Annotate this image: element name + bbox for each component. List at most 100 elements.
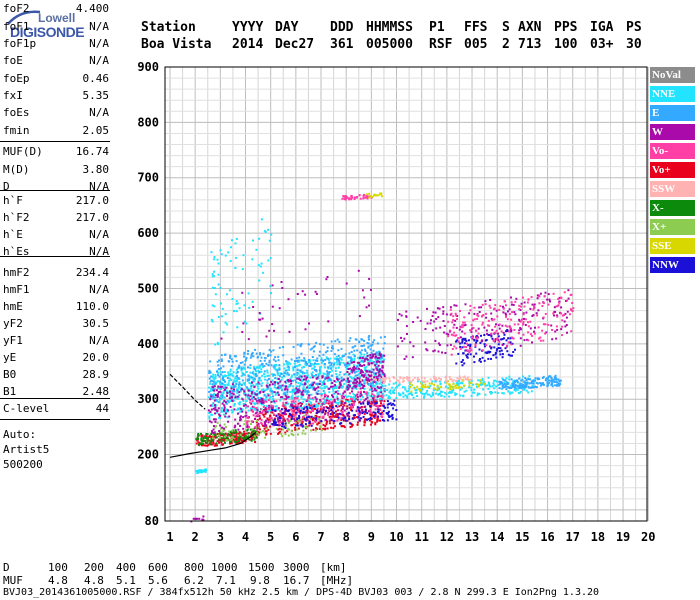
echo-point	[381, 195, 383, 198]
param-row-hmf1: hmF1 N/A	[3, 283, 109, 297]
echo-point	[335, 355, 338, 358]
echo-point	[363, 364, 366, 367]
echo-point	[284, 387, 287, 390]
echo-point	[340, 379, 343, 382]
echo-point	[358, 340, 361, 343]
echo-point	[209, 371, 212, 374]
echo-point	[313, 387, 316, 390]
echo-point	[484, 384, 487, 387]
echo-point	[463, 332, 466, 335]
echo-point	[424, 383, 427, 386]
echo-point	[222, 401, 225, 404]
echo-point	[294, 416, 297, 419]
echo-point	[383, 375, 386, 378]
echo-point	[315, 377, 318, 380]
echo-point	[199, 469, 202, 472]
echo-point	[386, 413, 389, 415]
echo-point	[334, 369, 337, 372]
echo-point	[470, 349, 473, 352]
echo-point	[399, 393, 402, 396]
echo-point	[216, 258, 219, 261]
echo-point	[452, 379, 455, 382]
echo-point	[345, 282, 348, 285]
echo-point	[269, 387, 272, 390]
echo-point	[233, 386, 235, 388]
echo-point	[258, 428, 261, 431]
echo-point	[285, 379, 288, 382]
echo-point	[454, 319, 457, 322]
echo-point	[302, 408, 305, 411]
echo-point	[311, 419, 314, 422]
echo-point	[324, 419, 327, 421]
echo-point	[349, 337, 352, 340]
echo-point	[486, 352, 489, 354]
echo-point	[239, 388, 242, 391]
echo-point	[327, 375, 330, 378]
echo-point	[356, 367, 359, 370]
echo-point	[366, 401, 369, 404]
d-value: 3000	[283, 561, 310, 574]
echo-point	[541, 377, 544, 379]
y-tick-label: 500	[137, 281, 159, 295]
echo-point	[216, 360, 219, 363]
echo-point	[257, 425, 260, 428]
echo-point	[252, 410, 254, 413]
echo-point	[286, 396, 288, 399]
echo-point	[311, 397, 314, 400]
echo-point	[381, 397, 384, 400]
echo-point	[449, 343, 452, 346]
echo-point	[251, 400, 254, 403]
echo-point	[274, 356, 277, 359]
echo-point	[319, 426, 322, 429]
echo-point	[393, 399, 396, 402]
param-row-foe: foE N/A	[3, 54, 109, 68]
echo-point	[347, 368, 350, 370]
echo-point	[250, 420, 253, 423]
echo-point	[554, 384, 557, 387]
echo-point	[526, 338, 529, 341]
echo-point	[446, 380, 449, 383]
echo-point	[216, 341, 219, 344]
echo-point	[269, 354, 272, 357]
echo-point	[363, 366, 366, 369]
echo-point	[295, 407, 298, 410]
echo-point	[368, 192, 371, 195]
echo-point	[237, 387, 240, 389]
echo-point	[228, 379, 231, 382]
echo-point	[327, 320, 330, 323]
echo-point	[555, 337, 558, 340]
echo-point	[539, 382, 542, 384]
echo-point	[328, 387, 331, 390]
echo-point	[320, 384, 323, 387]
echo-point	[495, 338, 498, 341]
echo-point	[381, 360, 384, 363]
echo-point	[315, 382, 318, 385]
echo-point	[320, 429, 323, 432]
echo-point	[307, 343, 310, 346]
echo-point	[479, 341, 482, 344]
echo-point	[235, 310, 238, 313]
echo-point	[352, 392, 355, 395]
echo-point	[312, 367, 315, 370]
header-axn-value: 713	[518, 37, 542, 52]
echo-point	[250, 394, 253, 397]
echo-point	[255, 383, 258, 386]
echo-point	[366, 418, 369, 421]
echo-point	[227, 360, 230, 363]
echo-point	[477, 315, 480, 318]
echo-point	[411, 356, 414, 359]
echo-point	[210, 385, 213, 388]
echo-point	[280, 414, 283, 417]
echo-point	[318, 422, 321, 425]
echo-point	[243, 382, 246, 384]
echo-point	[419, 319, 422, 322]
echo-point	[325, 410, 327, 413]
echo-point	[502, 392, 505, 395]
echo-point	[214, 444, 217, 447]
echo-point	[391, 417, 394, 420]
echo-point	[330, 426, 333, 429]
echo-point	[481, 356, 484, 359]
echo-point	[510, 387, 513, 389]
echo-point	[236, 390, 239, 393]
echo-point	[209, 389, 212, 392]
